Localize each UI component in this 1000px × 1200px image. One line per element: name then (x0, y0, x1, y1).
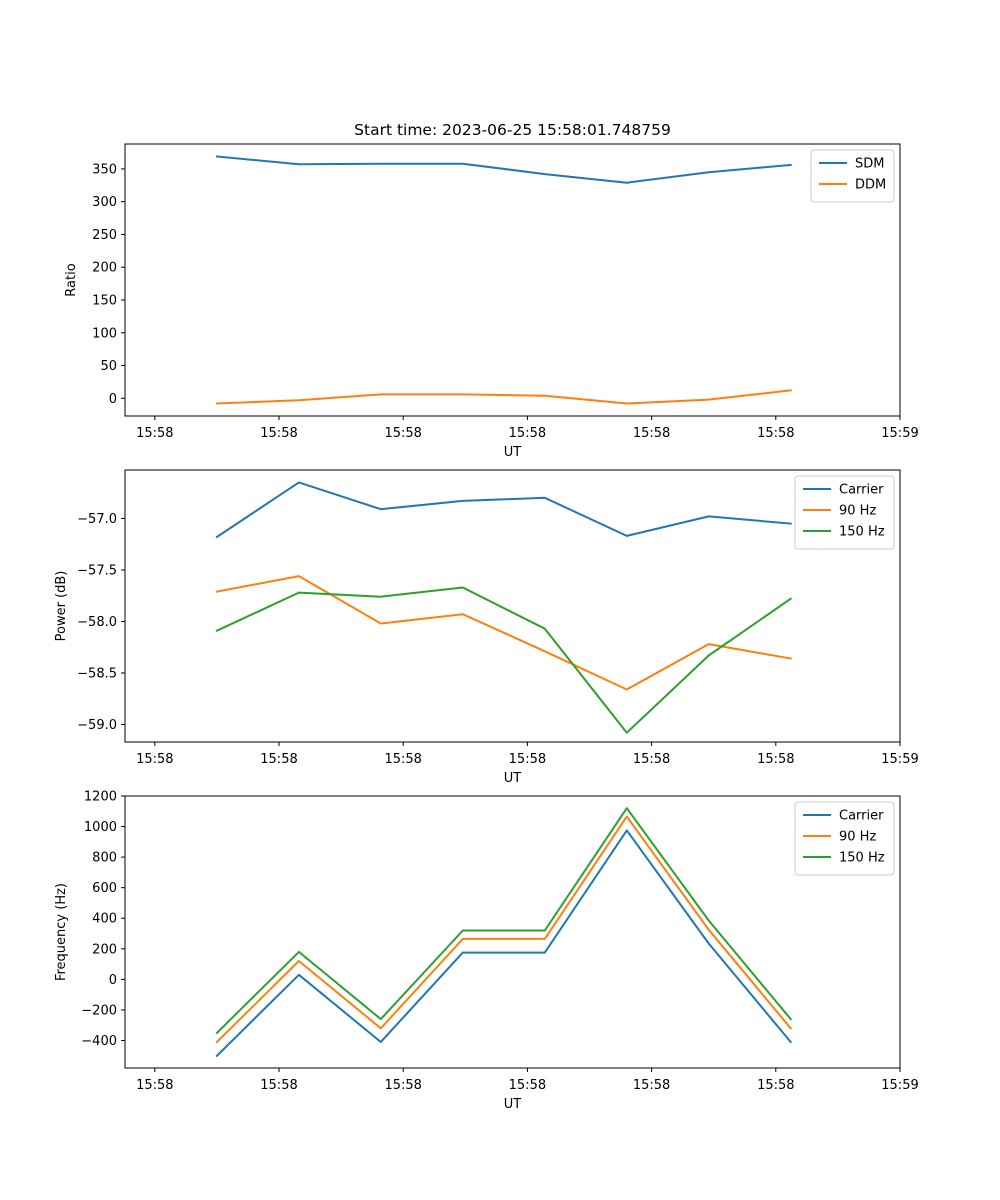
axes-frame (124, 469, 901, 743)
legend-label: Carrier (839, 483, 884, 498)
x-axis-label: UT (504, 445, 522, 460)
x-tick-label: 15:58 (384, 426, 421, 441)
y-tick-label: 300 (92, 195, 117, 210)
legend-label: DDM (855, 178, 886, 193)
y-tick-label: 0 (109, 973, 117, 988)
legend-label: 150 Hz (839, 851, 885, 866)
legend-label: Carrier (839, 809, 884, 824)
y-tick-label: 600 (92, 881, 117, 896)
legend-label: SDM (855, 157, 884, 172)
y-tick-label: 1200 (84, 790, 117, 805)
series-line-carrier (215, 481, 792, 539)
y-tick-label: 350 (92, 162, 117, 177)
axes-frame (124, 143, 901, 417)
x-axis-label: UT (504, 771, 522, 786)
y-tick-label: −57.5 (77, 563, 117, 578)
series-line-150-hz (215, 807, 793, 1035)
y-axis-label: Frequency (Hz) (54, 883, 69, 981)
chart-panel-1: Start time: 2023-06-25 15:58:01.748759 0 5… (64, 121, 919, 460)
legend-label: 90 Hz (839, 504, 876, 519)
y-tick-label: −400 (81, 1034, 117, 1049)
legend: Carrier 90 Hz 150 Hz (794, 801, 895, 876)
series-line-90-hz (215, 575, 792, 691)
x-tick-label: 15:58 (633, 426, 670, 441)
y-tick-label: −59.0 (77, 718, 117, 733)
y-axis-label: Ratio (64, 263, 79, 296)
y-tick-label: 150 (92, 293, 117, 308)
legend-label: 90 Hz (839, 830, 876, 845)
y-tick-label: 250 (92, 228, 117, 243)
x-tick-label: 15:58 (757, 426, 794, 441)
axes-frame (124, 795, 901, 1069)
chart-title: Start time: 2023-06-25 15:58:01.748759 (354, 121, 671, 139)
y-tick-label: 400 (92, 912, 117, 927)
x-tick-label: 15:59 (881, 426, 918, 441)
series-line-ddm (215, 389, 792, 405)
x-tick-label: 15:58 (509, 1078, 546, 1093)
x-tick-label: 15:58 (136, 426, 173, 441)
x-tick-label: 15:58 (136, 752, 173, 767)
y-tick-label: −58.0 (77, 615, 117, 630)
x-tick-label: 15:58 (509, 752, 546, 767)
y-axis-label: Power (dB) (54, 571, 69, 642)
x-tick-label: 15:59 (881, 1078, 918, 1093)
x-tick-label: 15:58 (136, 1078, 173, 1093)
y-tick-label: −58.5 (77, 666, 117, 681)
y-tick-label: 100 (92, 326, 117, 341)
x-tick-label: 15:58 (509, 426, 546, 441)
x-tick-label: 15:59 (881, 752, 918, 767)
series-line-sdm (215, 155, 792, 184)
y-tick-label: 1000 (84, 820, 117, 835)
x-tick-label: 15:58 (633, 1078, 670, 1093)
y-tick-label: −200 (81, 1003, 117, 1018)
series-line-carrier (215, 829, 793, 1058)
x-tick-label: 15:58 (260, 426, 297, 441)
legend: SDM DDM (810, 149, 895, 203)
y-tick-label: 50 (100, 359, 117, 374)
y-tick-label: −57.0 (77, 512, 117, 527)
x-tick-label: 15:58 (633, 752, 670, 767)
x-axis-label: UT (504, 1097, 522, 1112)
y-tick-label: 200 (92, 261, 117, 276)
x-tick-label: 15:58 (260, 1078, 297, 1093)
chart-panel-2: −59.0 −58.5 −58.0 −57.5 −57.0 15:58 15:58 15:58… (54, 469, 919, 786)
x-tick-label: 15:58 (757, 1078, 794, 1093)
legend-label: 150 Hz (839, 525, 885, 540)
y-tick-label: 800 (92, 851, 117, 866)
y-tick-label: 0 (109, 392, 117, 407)
series-line-150-hz (215, 586, 793, 734)
x-tick-label: 15:58 (260, 752, 297, 767)
series-line-90-hz (215, 815, 793, 1044)
x-tick-label: 15:58 (384, 752, 421, 767)
x-tick-label: 15:58 (757, 752, 794, 767)
y-tick-label: 200 (92, 942, 117, 957)
chart-panel-3: −400 −200 0 200 400 600 800 1000 1200 15:58 15:58 1… (54, 790, 919, 1113)
x-tick-label: 15:58 (384, 1078, 421, 1093)
legend: Carrier 90 Hz 150 Hz (794, 475, 895, 550)
